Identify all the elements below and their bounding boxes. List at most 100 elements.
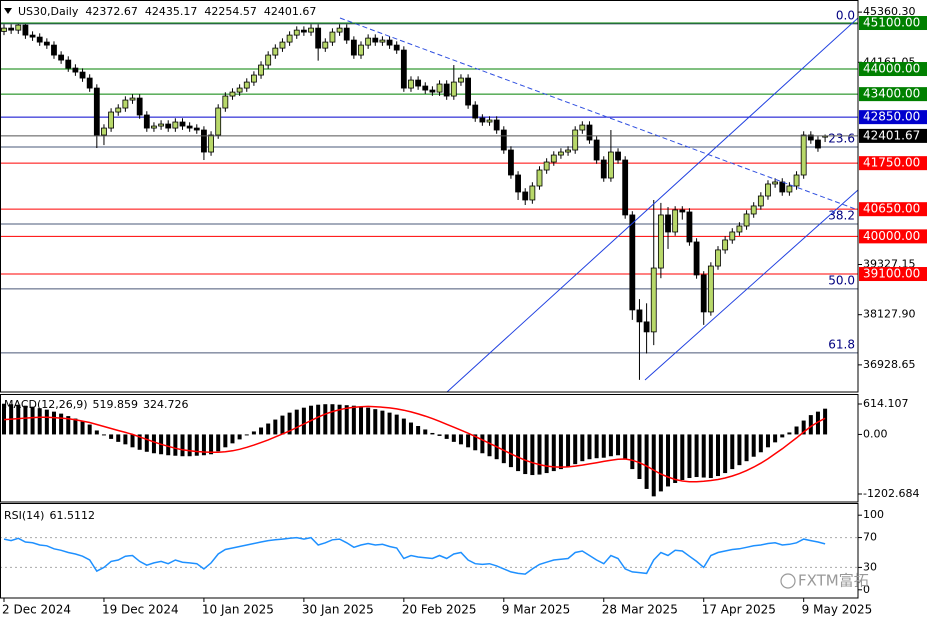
- macd-bar: [501, 434, 506, 464]
- macd-bar: [44, 409, 49, 435]
- macd-bar: [130, 434, 135, 448]
- macd-panel: [2, 403, 828, 497]
- macd-bar: [608, 434, 613, 457]
- x-tick-label: 9 Mar 2025: [502, 603, 570, 617]
- candle-body: [229, 91, 236, 97]
- candle-body: [536, 169, 543, 187]
- x-tick-label: 20 Feb 2025: [402, 603, 477, 617]
- candle-body: [179, 121, 186, 127]
- macd-bar: [758, 434, 763, 453]
- macd-bar: [444, 434, 449, 439]
- candle-body: [429, 89, 436, 93]
- level-label: 39100.00: [863, 267, 920, 281]
- macd-bar: [109, 434, 114, 439]
- macd-bar: [551, 434, 556, 472]
- macd-bar: [566, 434, 571, 468]
- candle-body: [115, 107, 122, 113]
- candle-body: [215, 107, 222, 136]
- macd-bar: [273, 419, 278, 435]
- y-tick-label: 614.107: [863, 397, 909, 410]
- macd-bar: [716, 434, 720, 477]
- candle-body: [472, 104, 479, 119]
- candle-body: [29, 34, 36, 38]
- candle-body: [151, 125, 157, 129]
- macd-bar: [708, 434, 713, 479]
- macd-bar: [601, 434, 606, 458]
- candle-body: [615, 151, 621, 161]
- candle-body: [315, 27, 322, 49]
- candle-body: [329, 31, 336, 43]
- macd-bar: [673, 434, 678, 483]
- indicator-value: 61.5112: [49, 509, 95, 522]
- y-tick-label: 45360.30: [863, 5, 916, 18]
- candle-body: [386, 39, 393, 46]
- macd-bar: [544, 434, 549, 474]
- y-tick-label: -1202.684: [863, 487, 919, 500]
- candle-body: [750, 205, 757, 215]
- candle-body: [286, 34, 293, 43]
- macd-bar: [137, 434, 142, 450]
- candle-body: [786, 185, 793, 193]
- macd-bar: [723, 434, 728, 474]
- level-label: 40650.00: [863, 202, 920, 216]
- trendlines: [339, 17, 858, 392]
- x-tick-label: 2 Dec 2024: [2, 603, 71, 617]
- macd-bar: [123, 434, 128, 445]
- level-box: [859, 202, 927, 217]
- macd-bar: [651, 434, 656, 497]
- candle-body: [443, 83, 450, 97]
- candle-body: [343, 27, 350, 41]
- macd-bar: [280, 415, 285, 435]
- candle-body: [186, 125, 193, 129]
- macd-bar: [173, 434, 178, 456]
- macd-bar: [580, 434, 585, 462]
- indicator-value: 324.726: [143, 398, 189, 411]
- candle-body: [757, 195, 764, 207]
- macd-bar: [37, 408, 42, 435]
- candle-body: [807, 134, 814, 141]
- macd-bar: [401, 418, 406, 435]
- menu-triangle[interactable]: [4, 8, 12, 14]
- candle-body: [415, 79, 422, 87]
- macd-bar: [151, 434, 156, 454]
- candle-body: [586, 124, 593, 141]
- candle-body: [515, 174, 521, 193]
- candle-body: [300, 29, 307, 33]
- macd-bar: [780, 434, 785, 438]
- candle-body: [65, 59, 72, 69]
- macd-bar: [523, 434, 528, 475]
- level-box: [859, 62, 927, 77]
- macd-bar: [116, 434, 121, 442]
- candle-body: [400, 49, 407, 89]
- header-open: 42372.67: [85, 5, 138, 18]
- indicator-line: [3, 405, 826, 483]
- candle-body: [15, 24, 22, 31]
- macd-bar: [201, 434, 206, 456]
- indicator-title: MACD(12,26,9): [4, 398, 88, 411]
- candle-body: [593, 139, 600, 161]
- candle-body: [101, 127, 107, 136]
- macd-bar: [330, 404, 335, 435]
- macd-bar: [194, 434, 199, 456]
- macd-bar: [16, 404, 21, 435]
- candle-body: [743, 213, 750, 227]
- level-label: 42850.00: [863, 110, 920, 124]
- candle-body: [622, 159, 629, 216]
- candle-body: [72, 67, 79, 73]
- candle-body: [51, 44, 57, 56]
- rsi-frame: [0, 503, 859, 599]
- x-tick-label: 28 Mar 2025: [602, 603, 678, 617]
- macd-bar: [773, 434, 778, 443]
- candle-body: [765, 183, 771, 197]
- candle-body: [122, 99, 129, 109]
- y-tick-label: 70: [863, 531, 877, 544]
- candle-body: [422, 85, 429, 91]
- candle-body: [479, 117, 486, 123]
- axes: 45360.3044161.0539327.1538127.9036928.65…: [2, 5, 927, 617]
- macd-bar: [666, 434, 671, 487]
- candle-body: [493, 119, 500, 131]
- macd-bar: [216, 434, 221, 452]
- candle-body: [8, 27, 15, 31]
- candle-body: [572, 129, 579, 151]
